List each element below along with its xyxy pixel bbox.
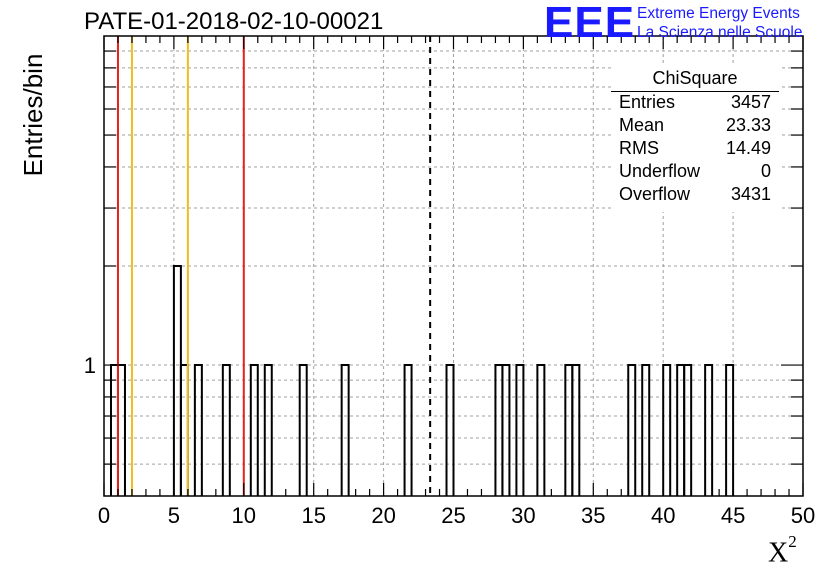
stats-label: RMS (619, 138, 659, 158)
histogram-bin (501, 364, 511, 496)
histogram-bin (725, 364, 735, 496)
histogram-bin (263, 364, 273, 496)
x-tick-label: 50 (791, 503, 815, 528)
stats-row-entries: Entries 3457 (619, 92, 771, 114)
x-axis-label-base: X (768, 537, 789, 569)
histogram-bin (662, 364, 672, 496)
y-axis-ticks: 1 (84, 50, 803, 465)
histogram-bin (536, 364, 546, 496)
stats-row-underflow: Underflow 0 (619, 161, 771, 183)
y-tick-label: 1 (84, 353, 96, 378)
histogram-bin (704, 364, 714, 496)
stats-label: Entries (619, 92, 676, 112)
stats-divider (611, 91, 779, 92)
histogram-bin (627, 364, 637, 496)
histogram-bin (179, 364, 189, 496)
x-tick-label: 35 (581, 503, 605, 528)
histogram-bin (515, 364, 525, 496)
histogram-bin (249, 364, 259, 496)
x-tick-label: 10 (232, 503, 256, 528)
histogram-bin (683, 364, 693, 496)
x-tick-label: 30 (511, 503, 535, 528)
stats-label: Mean (619, 115, 665, 135)
x-axis-label: X2 (768, 532, 797, 569)
logo-mark: EEE (544, 0, 636, 47)
y-axis-label: Entries/bin (18, 53, 48, 177)
stats-value: 3457 (730, 92, 771, 112)
histogram-bin (445, 364, 455, 496)
histogram-bin (403, 364, 413, 496)
stats-label: Underflow (619, 161, 701, 181)
stats-row-mean: Mean 23.33 (619, 115, 771, 137)
histogram-bin (298, 364, 308, 496)
reference-lines (116, 36, 432, 496)
histogram-bin (676, 364, 686, 496)
stats-box: ChiSquare Entries 3457 Mean 23.33 RMS 14… (611, 64, 779, 212)
histogram-bin (564, 364, 574, 496)
stats-row-rms: RMS 14.49 (619, 138, 771, 160)
stats-title: ChiSquare (652, 68, 738, 88)
logo-line-2: La Scienza nelle Scuole (637, 24, 803, 41)
eee-logo: EEE Extreme Energy Events La Scienza nel… (544, 0, 834, 47)
histogram (109, 265, 735, 496)
histogram-bin (221, 364, 231, 496)
histogram-bin (172, 265, 182, 496)
x-tick-label: 45 (721, 503, 745, 528)
x-tick-label: 40 (651, 503, 675, 528)
stats-row-overflow: Overflow 3431 (619, 184, 771, 206)
stats-value: 23.33 (725, 115, 771, 135)
x-tick-label: 25 (441, 503, 465, 528)
x-tick-label: 15 (301, 503, 325, 528)
histogram-bin (340, 364, 350, 496)
stats-value: 0 (760, 161, 771, 181)
x-axis-ticks: 0 5 10 15 20 25 30 35 40 45 50 (98, 36, 815, 528)
stats-value: 3431 (730, 184, 771, 204)
histogram-bin (116, 364, 126, 496)
histogram-bin (641, 364, 651, 496)
stats-value: 14.49 (725, 138, 771, 158)
stats-label: Overflow (619, 184, 691, 204)
histogram-bin (109, 364, 119, 496)
x-tick-label: 0 (98, 503, 110, 528)
x-axis-label-exponent: 2 (788, 532, 797, 551)
chart-title: PATE-01-2018-02-10-00021 (84, 8, 384, 35)
logo-line-1: Extreme Energy Events (637, 5, 800, 22)
x-tick-label: 5 (168, 503, 180, 528)
histogram-bin (571, 364, 581, 496)
histogram-bin (494, 364, 504, 496)
x-tick-label: 20 (371, 503, 395, 528)
histogram-bin (193, 364, 203, 496)
